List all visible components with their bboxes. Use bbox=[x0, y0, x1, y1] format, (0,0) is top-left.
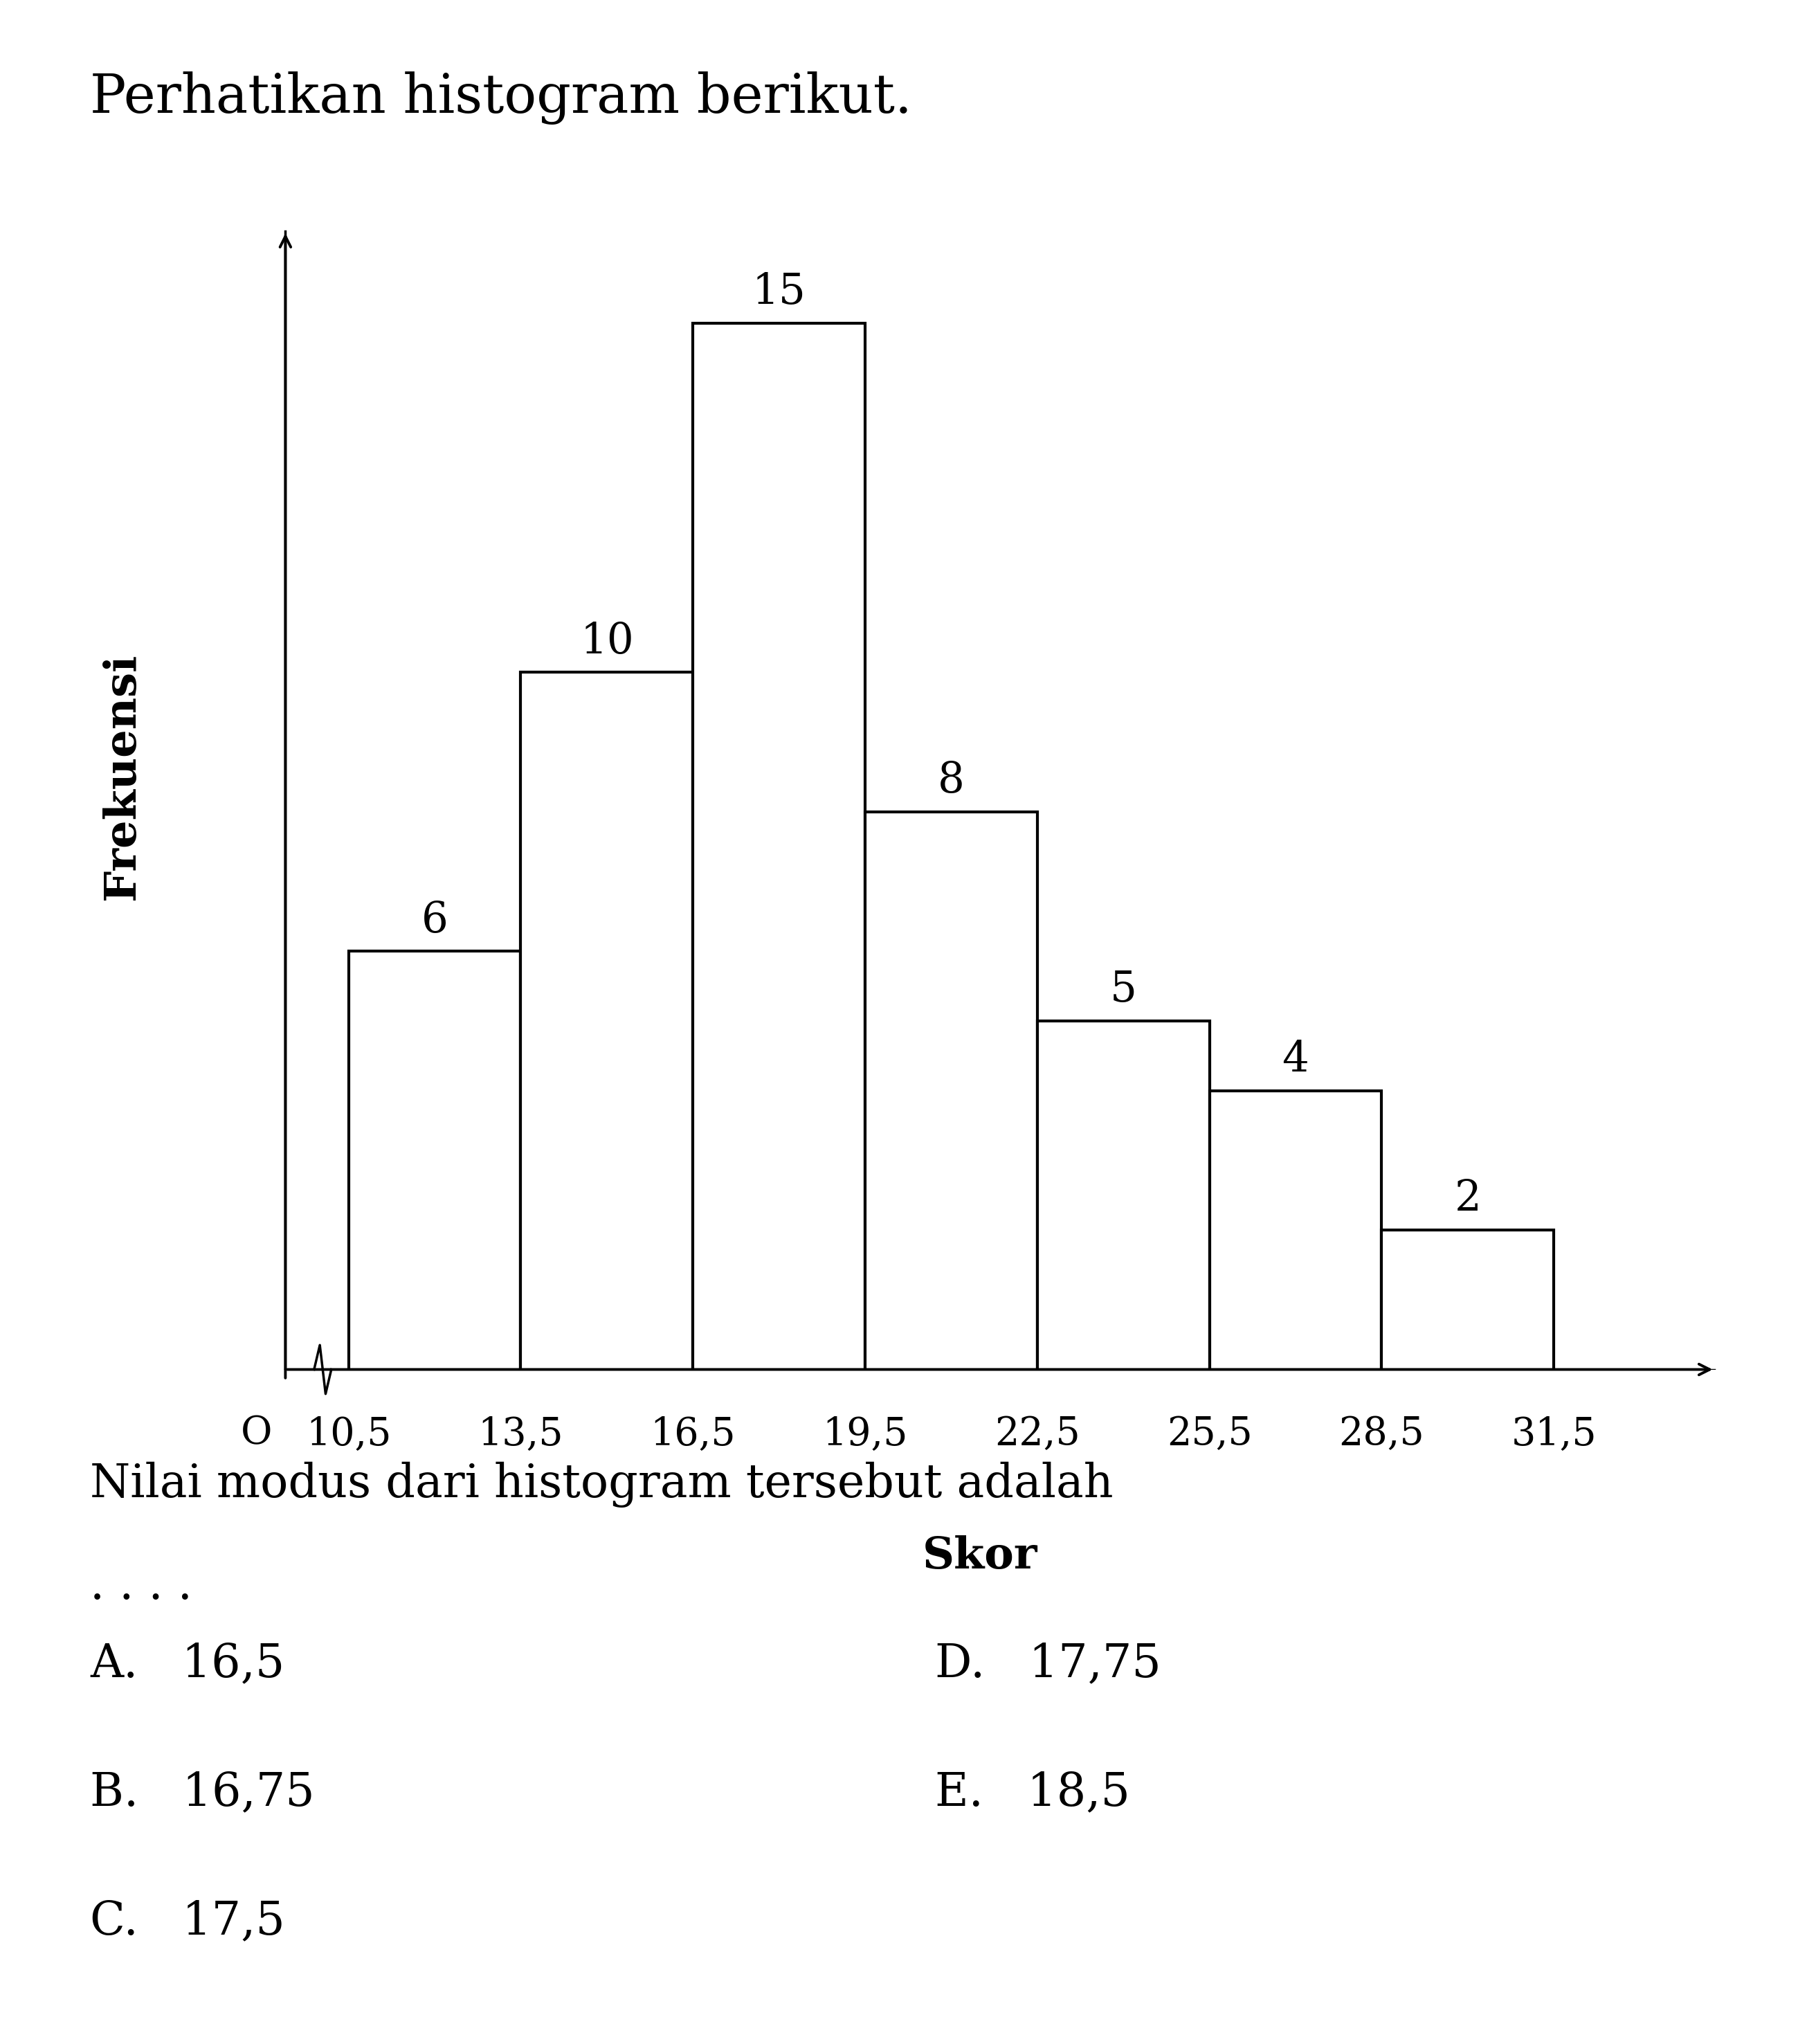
Text: Nilai modus dari histogram tersebut adalah: Nilai modus dari histogram tersebut adal… bbox=[90, 1461, 1113, 1506]
Text: 10,5: 10,5 bbox=[306, 1414, 392, 1453]
Text: 5: 5 bbox=[1109, 969, 1136, 1010]
Text: 16,5: 16,5 bbox=[651, 1414, 735, 1453]
Bar bbox=[692, 323, 865, 1369]
Text: 25,5: 25,5 bbox=[1167, 1414, 1253, 1453]
Text: 4: 4 bbox=[1282, 1038, 1309, 1079]
Text: 10: 10 bbox=[581, 619, 633, 662]
Text: 19,5: 19,5 bbox=[822, 1414, 908, 1453]
Text: A.   16,5: A. 16,5 bbox=[90, 1641, 284, 1686]
Text: B.   16,75: B. 16,75 bbox=[90, 1770, 315, 1815]
Text: 31,5: 31,5 bbox=[1510, 1414, 1597, 1453]
Text: 8: 8 bbox=[939, 760, 966, 801]
Text: C.   17,5: C. 17,5 bbox=[90, 1899, 284, 1944]
Text: O: O bbox=[241, 1414, 273, 1453]
Bar bbox=[1210, 1091, 1381, 1369]
Text: 6: 6 bbox=[421, 899, 448, 940]
Bar bbox=[865, 811, 1037, 1369]
Text: 15: 15 bbox=[752, 272, 806, 313]
Text: 2: 2 bbox=[1455, 1177, 1482, 1220]
Text: E.   18,5: E. 18,5 bbox=[935, 1770, 1129, 1815]
Text: 28,5: 28,5 bbox=[1340, 1414, 1424, 1453]
Text: 22,5: 22,5 bbox=[994, 1414, 1081, 1453]
Text: . . . .: . . . . bbox=[90, 1564, 192, 1609]
Text: Perhatikan histogram berikut.: Perhatikan histogram berikut. bbox=[90, 72, 912, 125]
Text: Skor: Skor bbox=[922, 1535, 1037, 1578]
Bar bbox=[349, 950, 521, 1369]
Text: Frekuensi: Frekuensi bbox=[101, 654, 142, 899]
Bar bbox=[1037, 1020, 1210, 1369]
Bar bbox=[1381, 1230, 1553, 1369]
Text: 13,5: 13,5 bbox=[478, 1414, 563, 1453]
Text: D.   17,75: D. 17,75 bbox=[935, 1641, 1162, 1686]
Bar bbox=[521, 672, 692, 1369]
